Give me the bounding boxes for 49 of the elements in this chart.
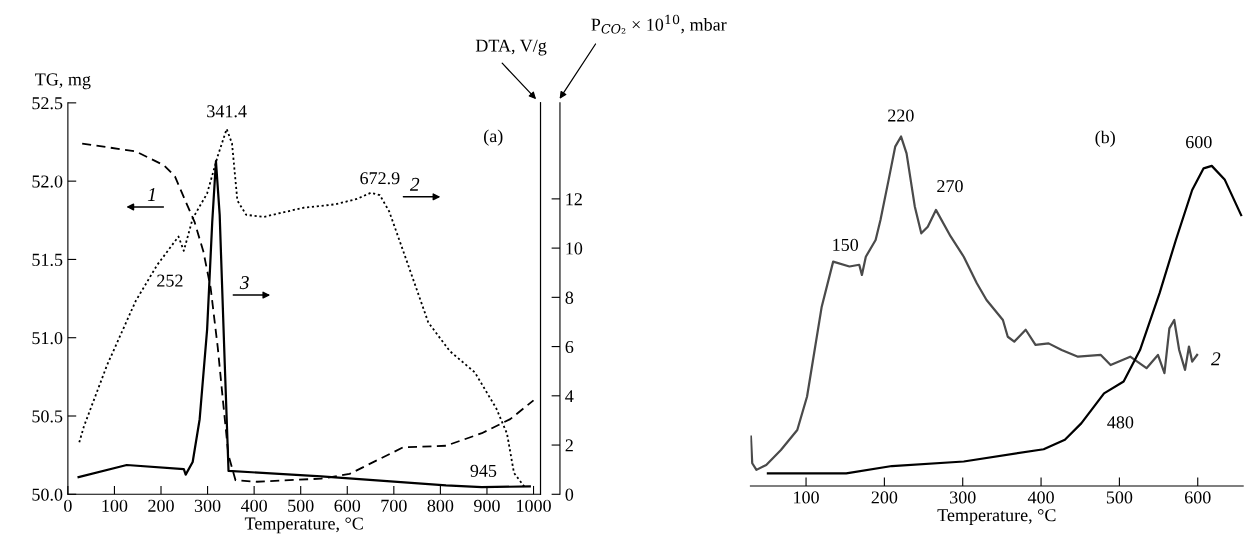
annotation: 945 (470, 464, 497, 477)
y2-tick-label: 4 (565, 390, 574, 403)
y2-tick-label: 2 (565, 439, 573, 452)
x-axis-title: Temperature, °C (937, 509, 1056, 525)
x-tick-label: 100 (794, 491, 819, 504)
y-tick-label: 52.5 (32, 97, 63, 110)
y2-tick-label: 6 (565, 340, 574, 354)
y-tick-label: 52.0 (32, 175, 63, 188)
x-axis-title: Temperature, °C (244, 517, 363, 534)
series-label: 1 (147, 188, 155, 201)
y-tick-label: 50.0 (32, 488, 63, 501)
x-tick-label: 400 (240, 499, 267, 512)
series-label: 2 (1211, 352, 1221, 366)
y2-tick-label: 8 (565, 291, 574, 304)
y3-axis-title: DTA, V/g (475, 39, 547, 56)
annotation: (a) (484, 129, 503, 146)
x-tick-label: 300 (194, 499, 221, 512)
x-tick-label: 200 (148, 499, 174, 512)
x-tick-label: 500 (1106, 491, 1133, 504)
y-tick-label: 51.0 (32, 331, 63, 345)
legend-label: 2 (409, 177, 420, 191)
y2-axis-title: P$_{CO₂}$ × 10$^{10}$, mbar (591, 14, 727, 34)
x-tick-label: 600 (334, 499, 361, 512)
y2-tick-label: 10 (566, 242, 583, 255)
annotation: (b) (1095, 130, 1115, 148)
y-tick-label: 51.5 (32, 253, 63, 266)
x-tick-label: 500 (288, 499, 314, 512)
annotation: 600 (1186, 135, 1212, 149)
y2-tick-label: 12 (566, 193, 582, 206)
annotation: 672.9 (360, 172, 400, 185)
x-tick-label: 200 (871, 491, 898, 504)
annotation: 252 (157, 274, 183, 287)
annotation: 150 (833, 238, 859, 251)
annotation: 480 (1107, 416, 1134, 429)
annotation: 270 (937, 180, 963, 193)
x-tick-label: 0 (64, 499, 72, 512)
x-tick-label: 600 (1184, 491, 1211, 504)
x-tick-label: 900 (474, 499, 500, 512)
x-tick-label: 700 (381, 499, 407, 512)
x-tick-label: 1000 (517, 499, 551, 512)
x-tick-label: 300 (950, 491, 976, 504)
x-tick-label: 800 (427, 499, 454, 512)
annotation: 220 (888, 109, 914, 122)
legend-label: 3 (239, 276, 249, 290)
x-tick-label: 400 (1027, 491, 1054, 504)
y-tick-label: 50.5 (32, 410, 63, 423)
x-tick-label: 100 (102, 499, 128, 512)
annotation: 341.4 (207, 105, 247, 118)
y-axis-title: TG, mg (35, 73, 91, 90)
